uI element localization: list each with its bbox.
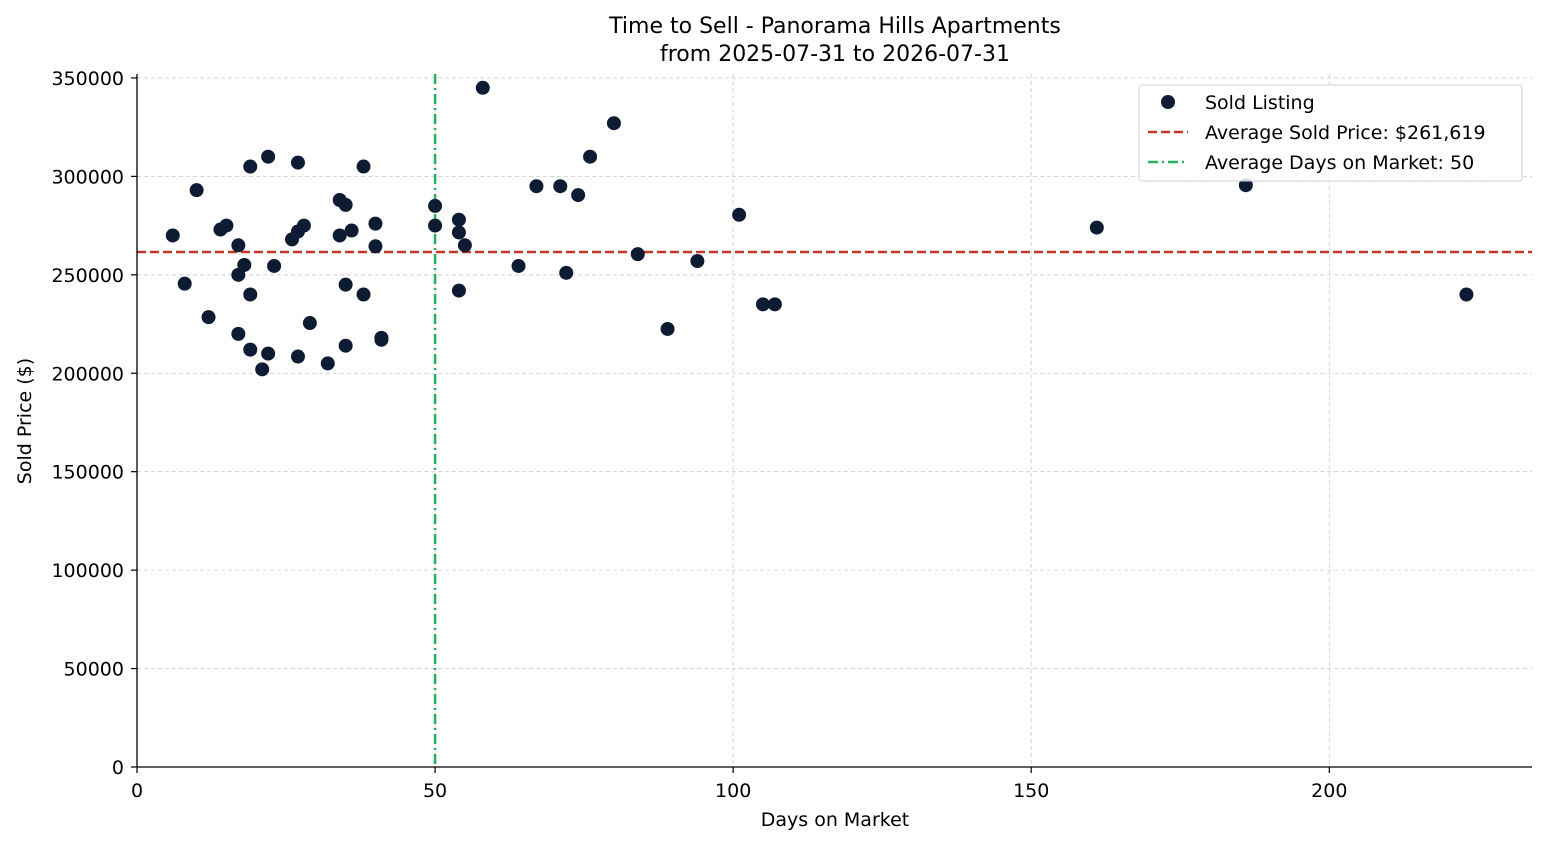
data-point	[356, 159, 371, 174]
data-point	[338, 338, 353, 353]
data-point	[231, 326, 246, 341]
data-point	[290, 155, 305, 170]
data-point	[511, 258, 526, 273]
data-point	[559, 265, 574, 280]
legend-label-sold-listing: Sold Listing	[1205, 92, 1315, 114]
data-point	[302, 316, 317, 331]
data-point	[338, 197, 353, 212]
x-tick-label: 100	[715, 780, 751, 802]
data-point	[296, 218, 311, 233]
data-point	[267, 258, 282, 273]
data-point	[451, 283, 466, 298]
data-point	[428, 218, 443, 233]
data-point	[755, 297, 770, 312]
x-axis-label: Days on Market	[761, 809, 909, 831]
y-tick-label: 300000	[51, 166, 124, 188]
x-tick-label: 200	[1311, 780, 1347, 802]
y-tick-label: 50000	[64, 659, 124, 681]
data-point	[243, 159, 258, 174]
data-point	[553, 179, 568, 194]
x-tick-label: 150	[1013, 780, 1049, 802]
data-point	[767, 297, 782, 312]
legend-marker-sold-listing	[1161, 95, 1175, 109]
chart-title: Time to Sell - Panorama Hills Apartments	[608, 14, 1061, 39]
y-axis-ticks: 0 50000 100000 150000 200000 250000 300000 3500…	[51, 68, 137, 779]
data-point	[243, 342, 258, 357]
x-tick-label: 50	[423, 780, 447, 802]
chart-subtitle: from 2025-07-31 to 2026-07-31	[660, 42, 1010, 67]
data-points	[165, 80, 1474, 377]
data-point	[475, 80, 490, 95]
data-point	[374, 332, 389, 347]
data-point	[261, 346, 276, 361]
data-point	[237, 257, 252, 272]
data-point	[344, 223, 359, 238]
data-point	[451, 212, 466, 227]
data-point	[320, 356, 335, 371]
reference-lines	[137, 74, 1532, 767]
data-point	[690, 254, 705, 269]
y-tick-label: 350000	[51, 68, 124, 90]
data-point	[368, 239, 383, 254]
data-point	[332, 228, 347, 243]
data-point	[732, 207, 747, 222]
data-point	[457, 238, 472, 253]
x-axis-ticks: 0 50 100 150 200	[131, 767, 1347, 802]
data-point	[201, 310, 216, 325]
data-point	[290, 349, 305, 364]
data-point	[261, 149, 276, 164]
data-point	[583, 149, 598, 164]
y-tick-label: 150000	[51, 462, 124, 484]
data-point	[255, 362, 270, 377]
data-point	[189, 183, 204, 198]
y-tick-label: 200000	[51, 363, 124, 385]
y-tick-label: 100000	[51, 560, 124, 582]
legend-box	[1138, 84, 1523, 182]
data-point	[1459, 287, 1474, 302]
data-point	[1089, 220, 1104, 235]
data-point	[177, 276, 192, 291]
legend: Sold Listing Average Sold Price: $261,61…	[1138, 84, 1523, 182]
data-point	[529, 179, 544, 194]
data-point	[660, 321, 675, 336]
data-point	[1238, 178, 1253, 193]
data-point	[571, 188, 586, 203]
y-axis-label: Sold Price ($)	[14, 358, 36, 484]
data-point	[356, 287, 371, 302]
data-point	[231, 238, 246, 253]
legend-label-avg-days: Average Days on Market: 50	[1205, 152, 1474, 174]
x-tick-label: 0	[131, 780, 143, 802]
data-point	[630, 247, 645, 262]
data-point	[451, 225, 466, 240]
data-point	[338, 277, 353, 292]
legend-label-avg-price: Average Sold Price: $261,619	[1205, 122, 1486, 144]
data-point	[606, 116, 621, 131]
data-point	[165, 228, 180, 243]
data-point	[243, 287, 258, 302]
grid-lines	[137, 74, 1532, 767]
y-tick-label: 250000	[51, 265, 124, 287]
data-point	[428, 198, 443, 213]
y-tick-label: 0	[112, 757, 124, 779]
data-point	[219, 218, 234, 233]
data-point	[368, 216, 383, 231]
